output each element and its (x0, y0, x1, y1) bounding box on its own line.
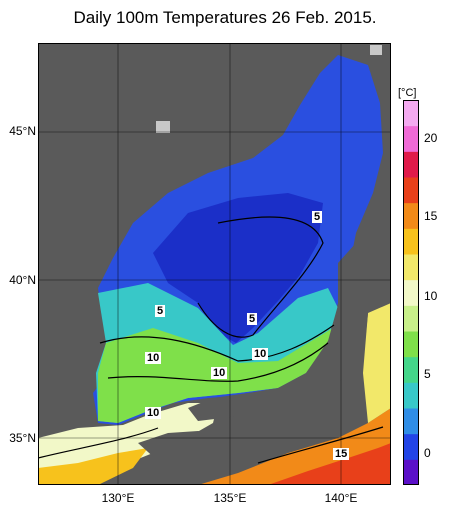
colorbar-tick: 0 (424, 446, 431, 460)
colorbar-segment (403, 459, 419, 486)
colorbar-segment (403, 177, 419, 204)
japan-kyushu-shikoku (138, 431, 238, 463)
contour-label: 10 (252, 348, 269, 360)
lon-label-130: 130°E (101, 491, 135, 505)
colorbar-segment (403, 408, 419, 435)
nodata-patch (156, 121, 170, 133)
contour-label: 15 (333, 448, 350, 460)
colorbar-tick: 15 (424, 209, 438, 223)
colorbar-segment (403, 331, 419, 358)
colorbar-tick: 5 (424, 367, 431, 381)
colorbar-segment (403, 254, 419, 281)
colorbar-unit: [°C] (398, 87, 417, 99)
japan-honshu (188, 243, 370, 421)
colorbar (403, 100, 419, 486)
colorbar-segment (403, 433, 419, 460)
cold-core (153, 193, 323, 343)
colorbar-frame (403, 100, 419, 485)
colorbar-segment (403, 305, 419, 332)
contours (38, 216, 384, 464)
colorbar-segment (403, 202, 419, 229)
lat-label-35: 35°N (9, 431, 36, 445)
colorbar-tick: 10 (424, 289, 438, 303)
lon-label-135: 135°E (213, 491, 247, 505)
contour-label: 5 (155, 305, 166, 317)
contour-label: 10 (145, 407, 162, 419)
colorbar-segment (403, 151, 419, 178)
colorbar-segment (403, 125, 419, 152)
colorbar-segment (403, 356, 419, 383)
colorbar-segment (403, 382, 419, 409)
colorbar-tick: 20 (424, 131, 438, 145)
colorbar-svg (403, 100, 419, 486)
contour-label: 5 (247, 313, 258, 325)
contour-label: 10 (211, 367, 228, 379)
lon-label-140: 140°E (324, 491, 358, 505)
kuroshio-band (38, 448, 148, 485)
map-frame (38, 43, 391, 485)
map-svg (38, 43, 391, 485)
graticule (38, 43, 391, 485)
lat-label-40: 40°N (9, 273, 36, 287)
colorbar-segment (403, 100, 419, 127)
nodata-patch-2 (370, 45, 382, 55)
colorbar-segment (403, 279, 419, 306)
contour-label: 10 (145, 352, 162, 364)
pacific-east (363, 303, 391, 423)
contour-label: 5 (312, 211, 323, 223)
lat-label-45: 45°N (9, 124, 36, 138)
temperature-map: 5 5 5 10 10 10 10 15 (38, 43, 391, 485)
map-title: Daily 100m Temperatures 26 Feb. 2015. (73, 8, 377, 27)
colorbar-segment (403, 228, 419, 255)
pacific-hot (268, 443, 391, 485)
